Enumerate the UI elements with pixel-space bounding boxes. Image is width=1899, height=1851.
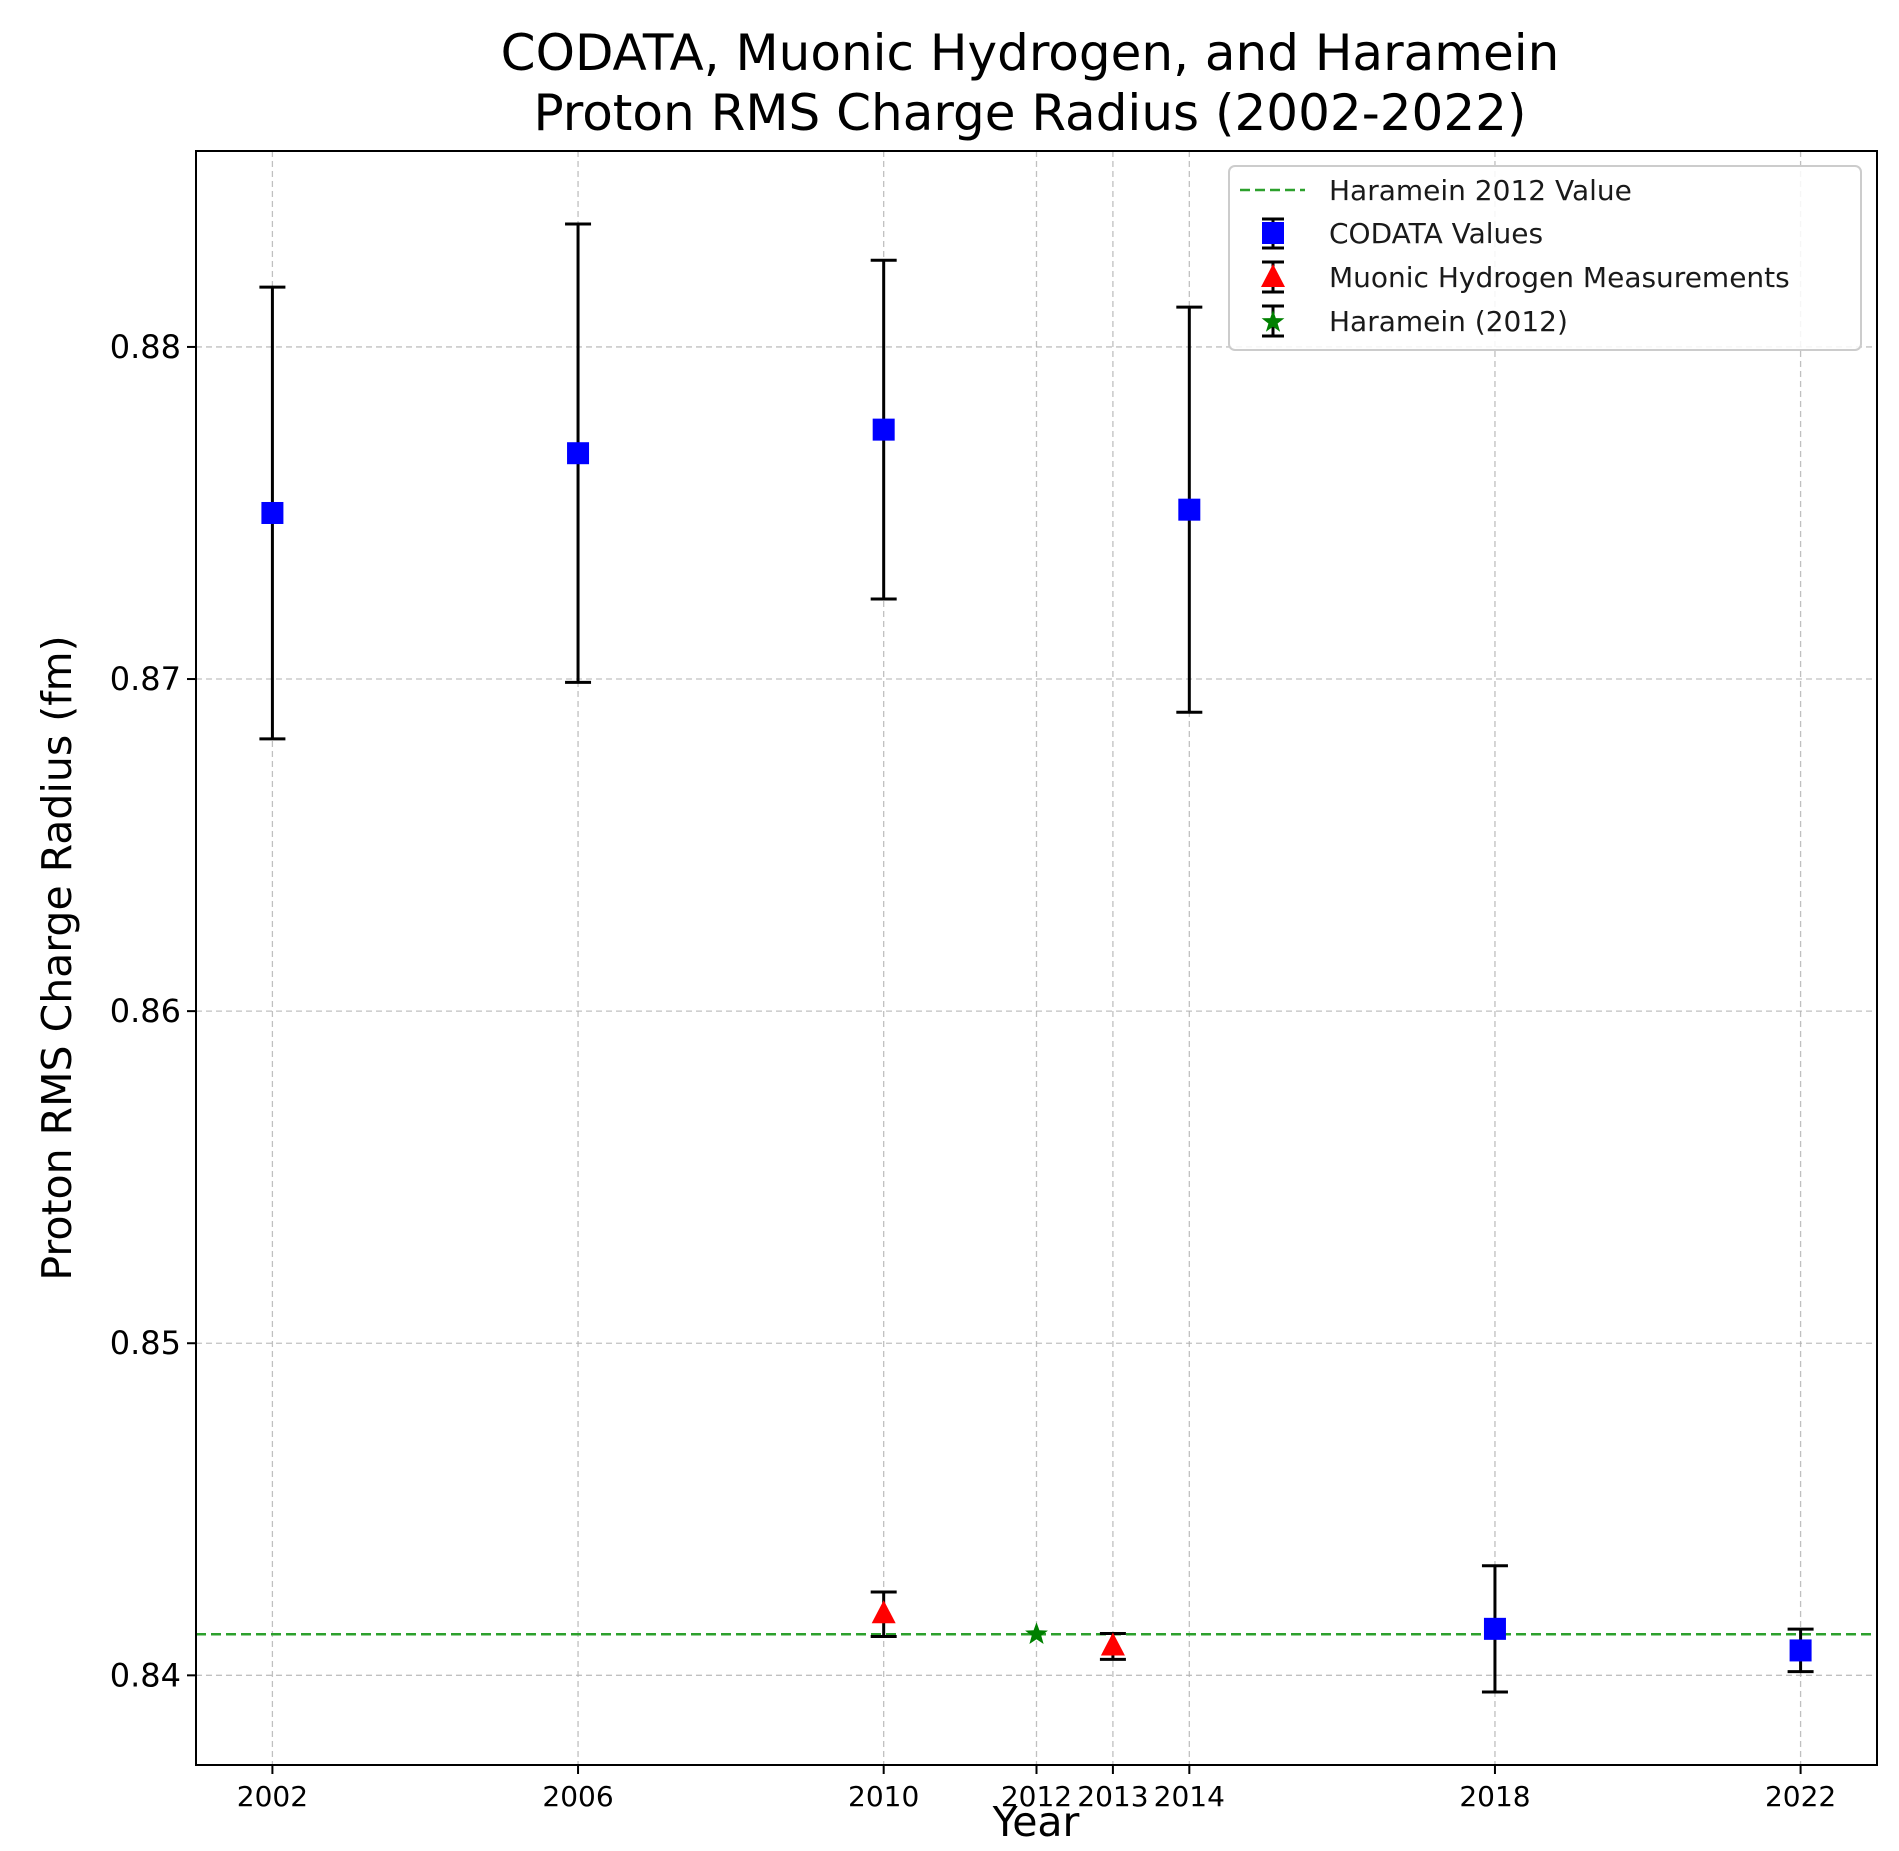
- x-tick-label-2022: 2022: [1765, 1780, 1836, 1813]
- data-point-1-0: [871, 1600, 896, 1624]
- data-point-0-1: [567, 442, 590, 465]
- legend-box: [1228, 165, 1862, 351]
- data-point-0-4: [1483, 1617, 1506, 1640]
- tick-layer: 2002 2006 2010 2012 2013 2014 2018 2022 0.84 0.85…: [110, 328, 1836, 1813]
- x-tick-label-2018: 2018: [1459, 1780, 1530, 1813]
- y-tick-label-0.87: 0.87: [110, 660, 181, 698]
- y-tick-label-0.85: 0.85: [110, 1324, 181, 1362]
- data-point-0-2: [872, 418, 895, 441]
- legend: Haramein 2012 Value CODATA Values Muonic…: [1228, 165, 1862, 351]
- chart-title-line-1: CODATA, Muonic Hydrogen, and Haramein: [501, 24, 1560, 82]
- data-point-1-1: [1100, 1632, 1125, 1656]
- x-axis-label: Year: [992, 1798, 1080, 1846]
- data-point-0-3: [1178, 498, 1201, 521]
- y-axis-label: Proton RMS Charge Radius (fm): [33, 635, 81, 1280]
- x-tick-label-2010: 2010: [848, 1780, 919, 1813]
- y-tick-label-0.88: 0.88: [110, 328, 181, 366]
- grid-layer: [196, 151, 1877, 1765]
- data-point-2-0: [1025, 1622, 1048, 1644]
- y-tick-label-0.86: 0.86: [110, 992, 181, 1030]
- legend-label-haramein-point: Haramein (2012): [1329, 305, 1568, 338]
- x-tick-label-2002: 2002: [237, 1780, 308, 1813]
- legend-label-haramein-line: Haramein 2012 Value: [1329, 174, 1632, 207]
- legend-label-codata: CODATA Values: [1329, 217, 1543, 250]
- legend-codata-swatch: [1262, 217, 1284, 250]
- y-tick-label-0.84: 0.84: [110, 1656, 181, 1694]
- legend-haramein-point-swatch: [1261, 304, 1285, 338]
- marker-layer: [261, 418, 1812, 1662]
- x-tick-label-2014: 2014: [1154, 1780, 1225, 1813]
- x-tick-label-2012: 2012: [1001, 1780, 1072, 1813]
- data-point-0-5: [1789, 1639, 1812, 1662]
- legend-muonic-swatch: [1261, 260, 1285, 294]
- legend-label-muonic: Muonic Hydrogen Measurements: [1329, 261, 1790, 294]
- data-point-0-0: [261, 501, 284, 524]
- x-tick-label-2013: 2013: [1077, 1780, 1148, 1813]
- chart-title-line-2: Proton RMS Charge Radius (2002-2022): [533, 84, 1526, 142]
- x-tick-label-2006: 2006: [542, 1780, 613, 1813]
